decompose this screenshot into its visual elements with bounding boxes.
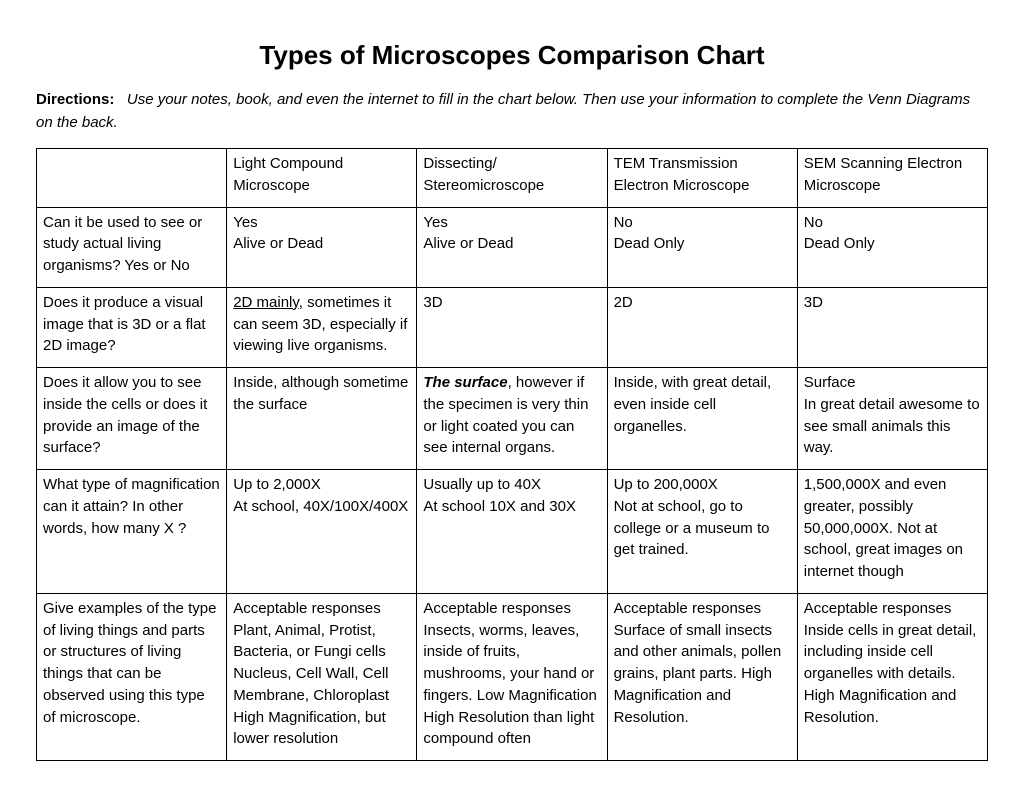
directions-label: Directions: [36, 91, 114, 108]
table-cell: Can it be used to see or study actual li… [37, 207, 227, 287]
table-cell: Acceptable responses Inside cells in gre… [797, 593, 987, 760]
table-cell: Usually up to 40XAt school 10X and 30X [417, 470, 607, 594]
table-cell: TEM Transmission Electron Microscope [607, 149, 797, 208]
table-cell [37, 149, 227, 208]
table-cell: Light Compound Microscope [227, 149, 417, 208]
directions: Directions: Use your notes, book, and ev… [36, 89, 988, 134]
table-cell: Does it produce a visual image that is 3… [37, 287, 227, 367]
table-cell: Dissecting/ Stereomicroscope [417, 149, 607, 208]
table-cell: NoDead Only [607, 207, 797, 287]
table-row: Light Compound Microscope Dissecting/ St… [37, 149, 988, 208]
table-cell: 2D mainly, sometimes it can seem 3D, esp… [227, 287, 417, 367]
table-cell: 3D [797, 287, 987, 367]
table-cell: YesAlive or Dead [227, 207, 417, 287]
directions-text: Use your notes, book, and even the inter… [36, 91, 970, 131]
table-cell: The surface, however if the specimen is … [417, 368, 607, 470]
table-row: What type of magnification can it attain… [37, 470, 988, 594]
table-cell: 1,500,000X and even greater, possibly 50… [797, 470, 987, 594]
table-cell: Inside, with great detail, even inside c… [607, 368, 797, 470]
table-row: Can it be used to see or study actual li… [37, 207, 988, 287]
table-cell: Up to 200,000XNot at school, go to colle… [607, 470, 797, 594]
emphasis-text: 2D mainly [233, 294, 299, 311]
table-cell: Acceptable responses Surface of small in… [607, 593, 797, 760]
table-cell: Acceptable responses Insects, worms, lea… [417, 593, 607, 760]
table-cell: Acceptable responses Plant, Animal, Prot… [227, 593, 417, 760]
table-cell: 3D [417, 287, 607, 367]
table-cell: What type of magnification can it attain… [37, 470, 227, 594]
table-cell: Does it allow you to see inside the cell… [37, 368, 227, 470]
table-cell: SEM Scanning Electron Microscope [797, 149, 987, 208]
table-cell: Up to 2,000XAt school, 40X/100X/400X [227, 470, 417, 594]
table-cell: YesAlive or Dead [417, 207, 607, 287]
table-row: Does it produce a visual image that is 3… [37, 287, 988, 367]
table-row: Give examples of the type of living thin… [37, 593, 988, 760]
table-cell: SurfaceIn great detail awesome to see sm… [797, 368, 987, 470]
table-row: Does it allow you to see inside the cell… [37, 368, 988, 470]
comparison-table: Light Compound Microscope Dissecting/ St… [36, 148, 988, 761]
table-cell: Inside, although sometime the surface [227, 368, 417, 470]
table-cell: Give examples of the type of living thin… [37, 593, 227, 760]
table-cell: 2D [607, 287, 797, 367]
page-title: Types of Microscopes Comparison Chart [36, 40, 988, 71]
emphasis-text: The surface [423, 374, 507, 391]
table-cell: NoDead Only [797, 207, 987, 287]
